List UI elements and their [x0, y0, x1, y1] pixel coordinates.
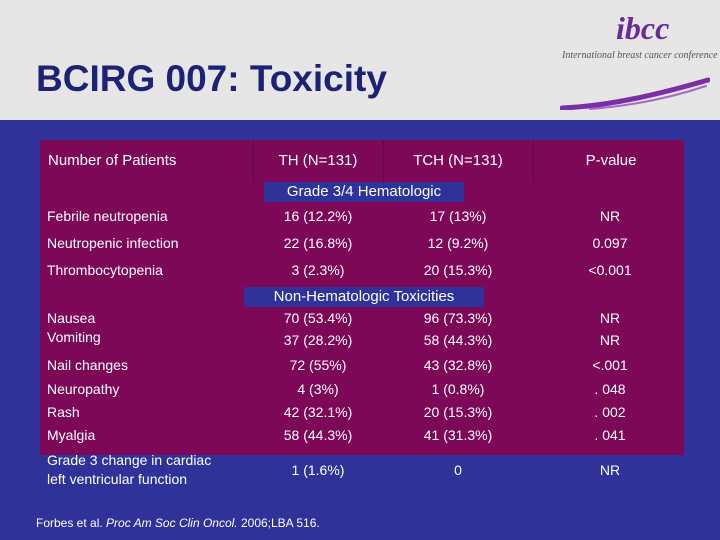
logo-mark: ibcc: [616, 10, 670, 46]
cell-tch: 20 (15.3%): [423, 262, 493, 278]
row-label: Neutropenic infection: [47, 235, 179, 251]
row-label: Febrile neutropenia: [47, 208, 168, 224]
row-label: Rash: [47, 404, 80, 420]
cell-p: NR: [599, 332, 621, 348]
citation-details: 2006;LBA 516.: [237, 516, 320, 530]
cell-th: 70 (53.4%): [283, 310, 353, 326]
cell-p: NR: [599, 310, 621, 326]
header-band: [0, 0, 720, 120]
cell-th: 58 (44.3%): [283, 427, 353, 443]
cell-th: 4 (3%): [297, 381, 339, 397]
cell-tch: 58 (44.3%): [423, 332, 493, 348]
row-label: Nail changes: [47, 357, 128, 373]
cell-p: . 048: [594, 381, 626, 397]
citation: Forbes et al. Proc Am Soc Clin Oncol. 20…: [36, 516, 320, 530]
column-divider: [383, 140, 384, 182]
row-label: Thrombocytopenia: [47, 262, 163, 278]
cell-p: NR: [599, 208, 621, 224]
cell-th: 16 (12.2%): [283, 208, 353, 224]
cell-p: 0.097: [592, 235, 628, 251]
row-label: left ventricular function: [47, 471, 188, 487]
section-title: Non-Hematologic Toxicities: [273, 288, 455, 305]
cell-th: 1 (1.6%): [291, 461, 345, 478]
cell-tch: 43 (32.8%): [423, 357, 493, 373]
cell-p: . 041: [594, 427, 626, 443]
cell-th: 22 (16.8%): [283, 235, 353, 251]
slide-title: BCIRG 007: Toxicity: [36, 58, 387, 99]
cell-th: 42 (32.1%): [283, 404, 353, 420]
row-label: Grade 3 change in cardiac: [47, 452, 212, 468]
column-header: TH (N=131): [278, 152, 358, 169]
cell-th: 37 (28.2%): [283, 332, 353, 348]
cell-tch: 96 (73.3%): [423, 310, 493, 326]
section-band: [244, 287, 484, 307]
cell-th: 72 (55%): [289, 357, 347, 373]
section-title: Grade 3/4 Hematologic: [286, 183, 442, 200]
cell-tch: 12 (9.2%): [427, 235, 489, 251]
cell-tch: 20 (15.3%): [423, 404, 493, 420]
cell-th: 3 (2.3%): [291, 262, 345, 278]
citation-authors: Forbes et al.: [36, 516, 107, 530]
column-header: P-value: [585, 152, 637, 169]
row-label: Vomiting: [47, 329, 101, 345]
swoosh-icon: [560, 77, 710, 110]
cell-tch: 41 (31.3%): [423, 427, 493, 443]
cell-p: <.001: [592, 357, 628, 373]
section-band: [264, 182, 464, 202]
cell-tch: 17 (13%): [429, 208, 487, 224]
row-label: Nausea: [47, 310, 96, 326]
row-label: Myalgia: [47, 427, 96, 443]
cell-p: <0.001: [588, 262, 632, 278]
ibcc-logo: ibcc International breast cancer confere…: [560, 10, 718, 114]
cell-tch: 1 (0.8%): [431, 381, 485, 397]
column-header: Number of Patients: [48, 152, 177, 169]
cell-p: . 002: [594, 404, 626, 420]
cell-p: NR: [599, 461, 621, 478]
cell-tch: 0: [454, 461, 462, 478]
row-label: Neuropathy: [47, 381, 120, 397]
column-header: TCH (N=131): [413, 152, 503, 169]
column-divider: [533, 140, 534, 182]
logo-text: International breast cancer conference: [562, 50, 718, 61]
column-divider: [253, 140, 254, 182]
citation-journal: Proc Am Soc Clin Oncol.: [106, 516, 238, 530]
